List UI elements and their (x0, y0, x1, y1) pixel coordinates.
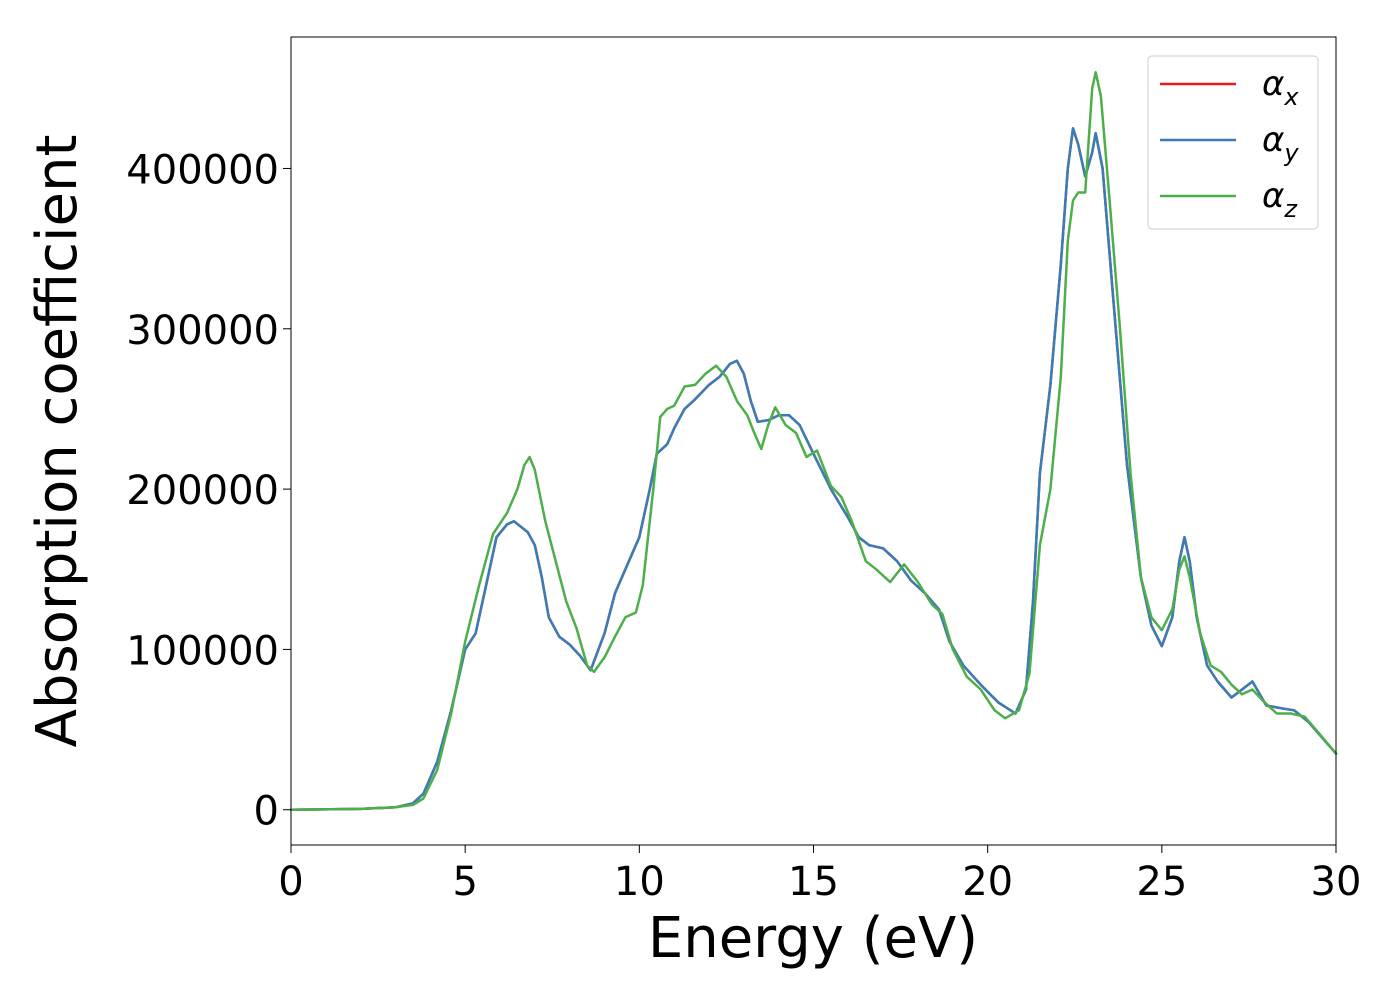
y-tick-label: 100000 (126, 628, 279, 674)
y-axis: 0 100000 200000 300000 400000 (126, 147, 291, 835)
x-axis: 0 5 10 15 20 25 30 (278, 845, 1361, 905)
legend-frame (1147, 55, 1319, 230)
x-tick-label: 5 (452, 859, 477, 905)
y-tick-label: 300000 (126, 308, 279, 354)
y-tick-label: 0 (254, 789, 279, 835)
x-tick-label: 15 (788, 859, 839, 905)
series-line-z (289, 71, 1338, 811)
x-tick-label: 0 (278, 859, 303, 905)
x-tick-label: 10 (614, 859, 665, 905)
x-tick-label: 30 (1311, 859, 1362, 905)
x-tick-label: 20 (962, 859, 1013, 905)
y-tick-label: 200000 (126, 468, 279, 514)
series-layer (289, 71, 1338, 811)
y-tick-label: 400000 (126, 147, 279, 193)
y-axis-label: Absorption coefficient (25, 135, 90, 748)
x-tick-label: 25 (1136, 859, 1187, 905)
x-axis-label: Energy (eV) (648, 906, 978, 971)
